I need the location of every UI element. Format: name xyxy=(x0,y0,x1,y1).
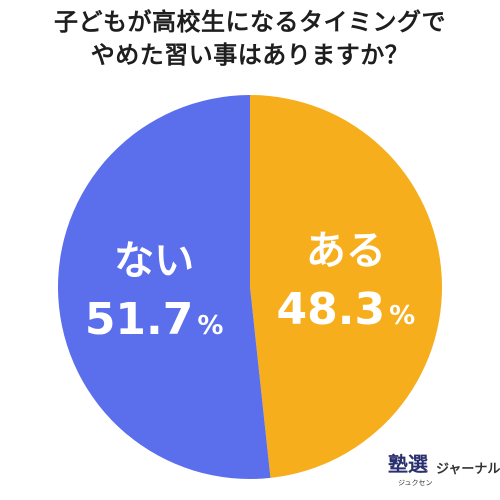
slice-value-label: 51.7% xyxy=(85,294,224,345)
pie-slice-aru xyxy=(250,94,443,478)
brand-logo: 塾選 ジュクセン ジャーナル xyxy=(388,452,500,494)
slice-category-label: ない xyxy=(114,238,194,284)
slice-label-group-1: ない 51.7% xyxy=(85,238,224,345)
logo-text: ジャーナル xyxy=(436,462,500,477)
slice-category-label: ある xyxy=(306,228,386,274)
slice-value-label: 48.3% xyxy=(277,284,416,335)
logo-ruby: ジュクセン xyxy=(398,479,433,487)
title-line-2: やめた習い事はありますか？ xyxy=(90,41,410,69)
title-line-1: 子どもが高校生になるタイミングで xyxy=(54,8,446,36)
logo-mark: 塾選 xyxy=(388,452,428,476)
pie-slice-nai xyxy=(58,95,271,479)
chart-title: 子どもが高校生になるタイミングで やめた習い事はありますか？ xyxy=(0,6,500,72)
slice-label-group-0: ある 48.3% xyxy=(277,228,416,335)
